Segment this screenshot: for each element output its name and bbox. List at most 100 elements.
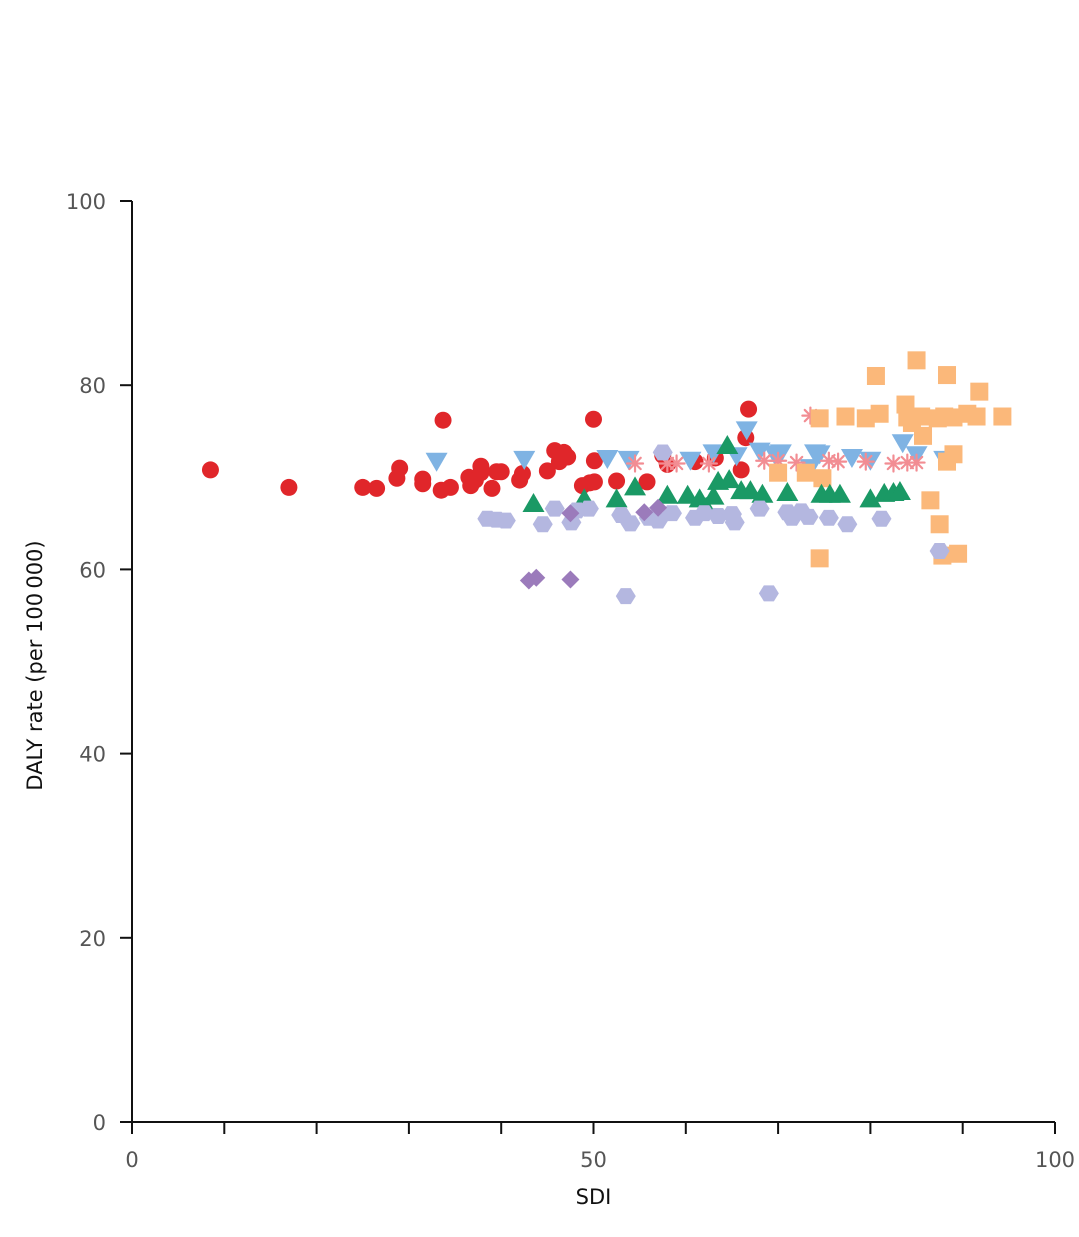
data-point-square — [938, 366, 957, 385]
data-point-hexagon — [871, 510, 892, 527]
data-point-circle — [585, 452, 603, 470]
asterisk-stroke — [831, 454, 845, 469]
data-point-circle — [354, 478, 372, 496]
data-point-triangle-down — [596, 449, 619, 469]
x-tick-label: 0 — [125, 1148, 138, 1172]
data-point-hexagon — [495, 512, 516, 529]
asterisk-stroke — [669, 456, 684, 471]
data-point-square — [930, 515, 949, 534]
data-point-circle — [538, 462, 556, 480]
asterisk-stroke — [628, 456, 642, 471]
data-point-triangle-down — [617, 450, 640, 470]
data-point-square — [967, 407, 986, 426]
data-point-hexagon — [652, 444, 673, 461]
data-point-triangle-up — [522, 493, 545, 513]
data-point-hexagon — [929, 543, 950, 559]
data-point-circle — [492, 463, 510, 481]
data-point-triangle-down — [769, 444, 792, 464]
data-point-triangle-down — [840, 449, 863, 469]
data-point-square — [912, 407, 931, 426]
data-point-triangle-up — [624, 476, 647, 496]
data-point-hexagon — [724, 514, 745, 531]
data-point-diamond — [527, 568, 546, 587]
asterisk-stroke — [909, 455, 924, 470]
x-tick-label: 50 — [580, 1148, 607, 1172]
x-tick-label: 100 — [1035, 1148, 1075, 1172]
data-point-triangle-up — [751, 483, 774, 503]
data-point-diamond — [561, 570, 580, 589]
data-point-square — [796, 463, 815, 482]
asterisk-stroke — [660, 456, 675, 471]
y-tick-label: 60 — [79, 558, 106, 582]
data-point-square — [970, 382, 989, 401]
data-point-circle — [513, 465, 531, 483]
data-point-triangle-up — [676, 484, 699, 504]
data-point-triangle-down — [513, 450, 536, 470]
data-point-square — [810, 409, 829, 428]
y-tick-label: 80 — [79, 374, 106, 398]
data-point-hexagon — [661, 505, 682, 522]
data-point-square — [769, 463, 788, 482]
data-point-square — [870, 404, 889, 423]
data-point-circle — [434, 411, 452, 429]
data-point-square — [921, 491, 940, 510]
axis-labels: 0 20 40 60 80 100 0 50 100 SDI DALY rate (per 100 … — [23, 190, 1075, 1209]
data-point-triangle-up — [776, 481, 799, 501]
data-point-circle — [368, 479, 386, 497]
data-point-asterisk — [907, 453, 926, 472]
asterisk-stroke — [886, 456, 901, 471]
asterisk-stroke — [900, 455, 915, 470]
data-point-hexagon — [749, 500, 770, 517]
data-point-asterisk — [625, 454, 645, 473]
data-point-triangle-up — [702, 485, 725, 505]
data-point-hexagon — [578, 500, 599, 517]
data-point-hexagon — [798, 508, 819, 525]
data-point-circle — [391, 459, 409, 477]
data-point-hexagon — [648, 512, 669, 529]
data-point-square — [993, 407, 1012, 426]
data-point-circle — [638, 473, 656, 491]
data-point-square — [856, 409, 875, 428]
data-point-hexagon — [615, 588, 636, 605]
data-point-square — [944, 445, 963, 464]
data-point-circle — [201, 461, 219, 479]
y-tick-label: 20 — [79, 927, 106, 951]
data-point-square — [810, 549, 829, 568]
data-point-circle — [585, 473, 603, 491]
data-point-triangle-down — [735, 421, 758, 441]
data-point-asterisk — [699, 454, 718, 473]
data-point-triangle-down — [808, 445, 831, 465]
data-point-hexagon — [708, 508, 729, 524]
data-point-triangle-down — [679, 451, 702, 471]
data-point-square — [836, 407, 855, 426]
data-point-triangle-down — [891, 434, 914, 454]
data-point-triangle-up — [828, 483, 851, 503]
data-point-triangle-up — [716, 434, 739, 454]
data-point-asterisk — [898, 453, 917, 472]
data-point-triangle-up — [888, 481, 911, 501]
data-point-hexagon — [620, 515, 641, 532]
data-point-triangle-down — [702, 444, 725, 464]
y-tick-label: 0 — [93, 1111, 106, 1135]
data-point-square — [914, 426, 933, 445]
data-point-asterisk — [828, 452, 848, 471]
data-point-circle — [559, 448, 577, 466]
axes — [120, 200, 1056, 1134]
data-point-triangle-up — [739, 480, 762, 500]
data-point-hexagon — [758, 585, 779, 602]
asterisk-stroke — [757, 453, 772, 468]
y-axis-title: DALY rate (per 100 000) — [23, 540, 47, 790]
data-point-hexagon — [837, 516, 858, 533]
asterisk-stroke — [859, 454, 873, 469]
data-point-diamond — [649, 498, 668, 517]
data-point-circle — [280, 478, 298, 496]
data-point-asterisk — [755, 451, 774, 470]
y-tick-label: 40 — [79, 743, 106, 767]
data-point-square — [944, 408, 963, 427]
data-point-triangle-down — [425, 452, 448, 472]
data-point-square — [866, 366, 885, 385]
data-point-circle — [472, 457, 490, 475]
data-point-circle — [585, 410, 602, 428]
data-point-square — [813, 469, 832, 488]
